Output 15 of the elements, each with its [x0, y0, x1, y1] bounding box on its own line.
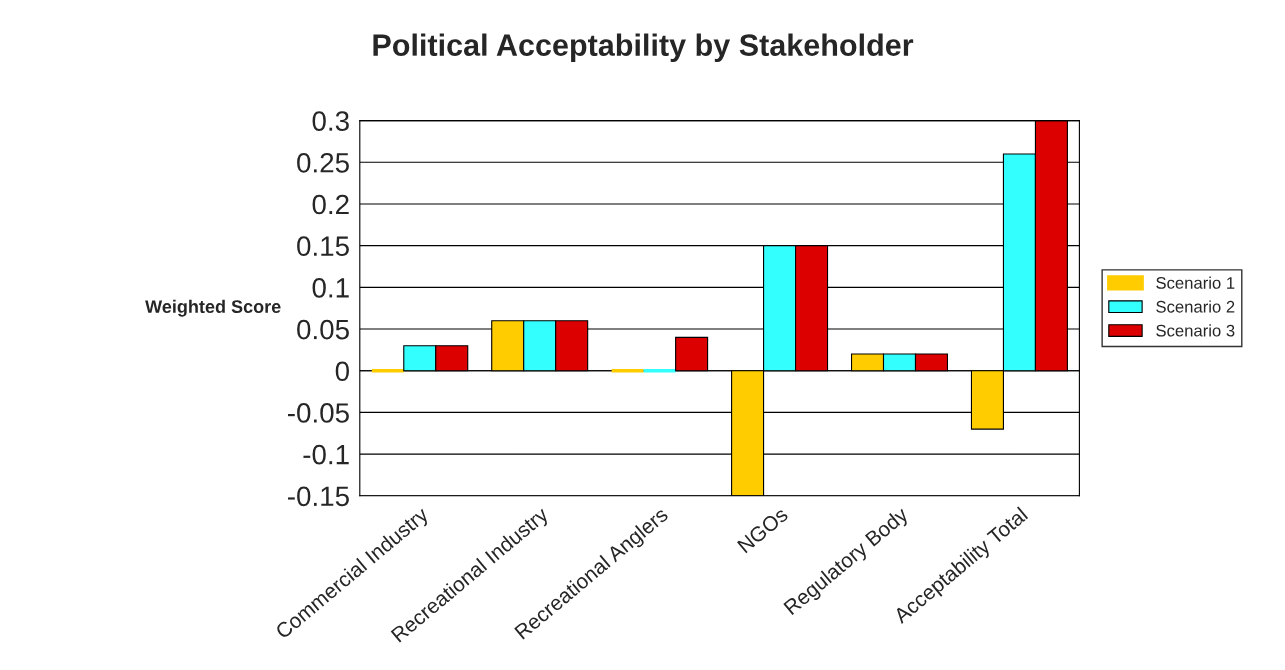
legend-label: Scenario 3 — [1156, 324, 1235, 337]
chart-title: Political Acceptability by Stakeholder — [373, 33, 914, 62]
legend-label: Scenario 1 — [1156, 276, 1235, 289]
y-tick-label: 0.2 — [312, 194, 349, 215]
y-tick-label: -0.15 — [288, 486, 349, 507]
y-tick-label: 0.3 — [312, 111, 349, 131]
y-tick-label: -0.1 — [303, 444, 349, 465]
legend-label: Scenario 2 — [1156, 300, 1235, 313]
y-tick-label: 0.1 — [312, 278, 349, 298]
y-axis-title: Weighted Score — [145, 299, 281, 317]
y-tick-label: -0.05 — [288, 403, 349, 423]
y-tick-label: 0.15 — [297, 236, 349, 257]
y-tick-label: 0.25 — [297, 152, 349, 173]
y-tick-label: 0.05 — [297, 319, 349, 340]
y-tick-label: 0 — [335, 361, 349, 382]
